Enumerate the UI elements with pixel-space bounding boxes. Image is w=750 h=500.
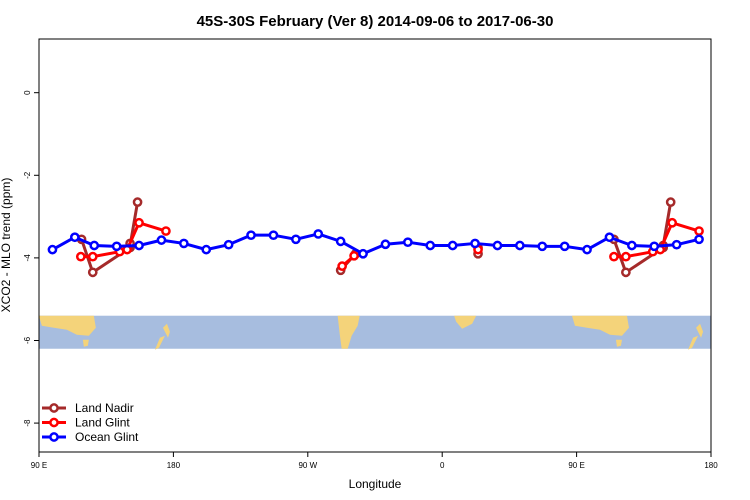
data-point-2-0-3 [111, 241, 122, 252]
chart-title: 45S-30S February (Ver 8) 2014-09-06 to 2… [197, 13, 554, 30]
data-point-0-0-1 [87, 267, 98, 278]
data-point-2-0-26 [627, 240, 637, 251]
map-tasmania-right [615, 339, 622, 347]
series-ocean-glint [47, 229, 704, 259]
data-point-2-0-0 [47, 244, 58, 255]
legend-label-1: Land Glint [75, 416, 130, 430]
data-point-1-1-0 [337, 261, 347, 271]
world-map-band [38, 315, 711, 350]
x-tick-label-0: 90 E [31, 461, 47, 470]
x-tick-label-5: 180 [704, 461, 718, 470]
data-point-1-0-5 [161, 226, 171, 236]
legend-marker-2 [49, 432, 59, 442]
data-point-2-0-6 [179, 238, 189, 249]
data-point-1-0-0 [75, 251, 86, 262]
x-tick-label-1: 180 [167, 461, 181, 470]
map-tasmania-left [82, 339, 89, 347]
axes: 90 E 180 90 W 0 90 E 180 0 -2 -4 -6 -8 [23, 38, 718, 470]
data-point-2-0-4 [134, 240, 144, 251]
map-south-america [337, 315, 360, 349]
x-tick-label-3: 0 [440, 461, 445, 470]
data-point-1-3-5 [694, 226, 704, 236]
legend-marker-0 [49, 403, 59, 413]
series-layer [47, 197, 704, 278]
data-point-2-0-12 [313, 229, 324, 239]
data-point-2-0-23 [559, 241, 570, 252]
data-point-2-0-11 [291, 234, 301, 245]
plot-frame [38, 38, 712, 453]
data-point-1-1-1 [349, 250, 359, 261]
data-point-1-0-4 [134, 217, 144, 228]
data-point-2-0-20 [492, 240, 503, 251]
data-point-2-0-21 [515, 240, 525, 251]
series-line-0-0 [80, 201, 140, 274]
data-point-1-3-0 [609, 251, 619, 262]
y-tick-label-0: 0 [23, 90, 32, 95]
data-point-2-0-15 [380, 239, 391, 250]
map-africa [454, 315, 477, 329]
data-point-0-0-13 [132, 197, 143, 207]
data-point-2-0-25 [604, 232, 615, 243]
data-point-0-3-68 [665, 197, 676, 207]
data-point-2-0-22 [537, 241, 548, 252]
y-tick-label-3: -6 [23, 336, 32, 344]
data-point-2-0-1 [69, 232, 80, 243]
data-point-2-0-10 [268, 230, 279, 241]
map-australia-right [571, 315, 629, 336]
data-point-2-0-13 [335, 236, 346, 247]
legend-label-2: Ocean Glint [75, 430, 139, 444]
data-point-2-0-18 [447, 240, 458, 251]
y-tick-label-1: -2 [23, 171, 32, 179]
data-point-2-0-27 [649, 241, 660, 252]
data-point-1-3-1 [621, 251, 631, 262]
data-point-2-0-24 [582, 244, 592, 255]
legend-label-0: Land Nadir [75, 401, 134, 415]
map-new-zealand-left [154, 323, 170, 350]
data-point-2-0-29 [694, 234, 704, 245]
map-australia-left [38, 315, 96, 336]
map-new-zealand-right [688, 323, 704, 350]
data-point-1-3-4 [667, 217, 678, 228]
data-point-2-0-28 [671, 239, 682, 250]
y-axis-label: XCO2 - MLO trend (ppm) [0, 178, 13, 313]
data-point-2-0-14 [358, 248, 368, 259]
series-land-nadir [76, 197, 676, 278]
x-tick-label-4: 90 E [568, 461, 584, 470]
data-point-2-0-5 [156, 235, 167, 245]
data-point-2-0-17 [425, 240, 436, 251]
data-point-2-0-19 [470, 238, 480, 249]
data-point-2-0-8 [223, 239, 234, 250]
data-point-0-3-1 [621, 267, 631, 278]
data-point-2-0-7 [201, 244, 212, 255]
data-point-1-0-1 [87, 251, 98, 262]
data-point-2-0-9 [246, 230, 256, 241]
x-axis-label: Longitude [349, 477, 402, 491]
y-tick-label-2: -4 [23, 254, 32, 262]
x-tick-label-2: 90 W [298, 461, 317, 470]
y-tick-label-4: -8 [23, 419, 32, 427]
series-line-0-3 [612, 201, 673, 274]
legend-marker-1 [49, 417, 59, 428]
data-point-2-0-2 [89, 240, 100, 251]
series-line-2-0 [51, 232, 700, 256]
data-point-2-0-16 [403, 237, 413, 248]
